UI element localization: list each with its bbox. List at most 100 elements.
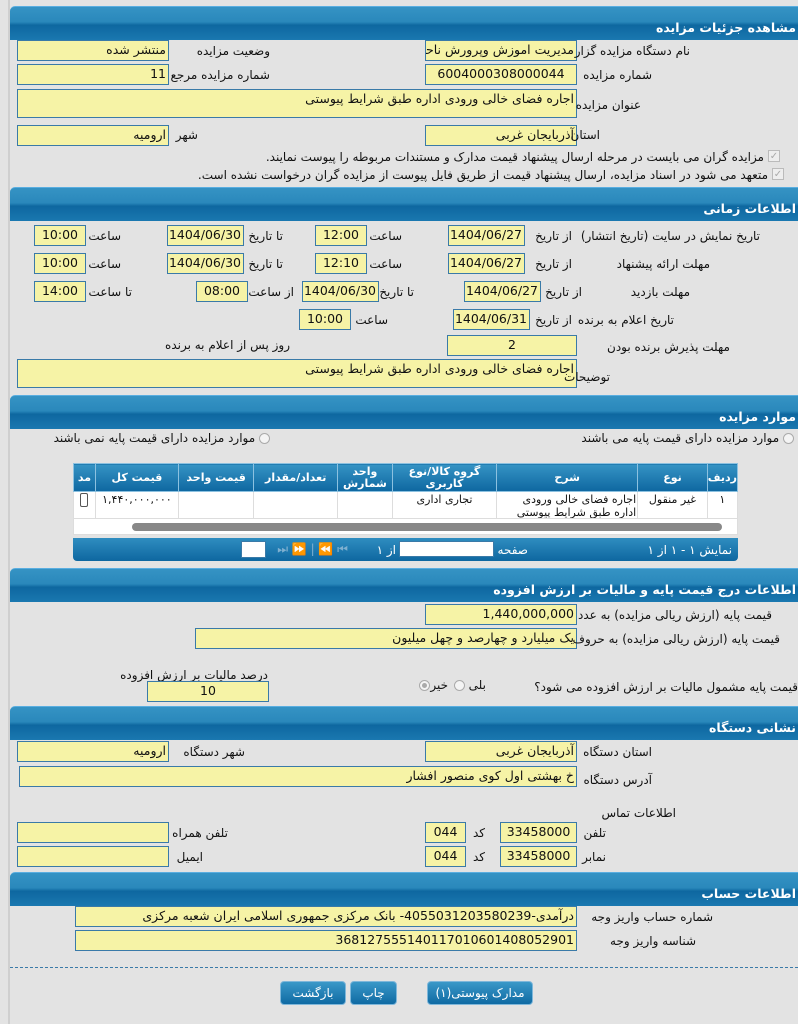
city-label: شهر <box>175 128 198 142</box>
from-hour-label: از ساعت <box>248 285 294 299</box>
offer-to-date[interactable]: 1404/06/30 <box>167 253 244 274</box>
cell-total-price: ۱,۴۴۰,۰۰۰,۰۰۰ <box>94 491 179 521</box>
col-header: گروه کالا/نوع کاربری <box>391 463 498 492</box>
offer-from-time[interactable]: 12:10 <box>315 253 367 274</box>
visit-to-time[interactable]: 14:00 <box>34 281 86 302</box>
radio-with-base-price[interactable]: موارد مزایده دارای قیمت پایه می باشند <box>581 431 794 445</box>
mobile-field[interactable] <box>17 822 169 843</box>
offer-to-time[interactable]: 10:00 <box>34 253 86 274</box>
accept-label: مهلت پذیرش برنده بودن <box>607 340 730 354</box>
vat-no-radio[interactable]: خیر <box>419 678 448 692</box>
org-label: نام دستگاه مزایده گزار <box>574 44 690 58</box>
publish-from-date[interactable]: 1404/06/27 <box>448 225 525 246</box>
visit-from-date[interactable]: 1404/06/27 <box>464 281 541 302</box>
visit-from-time[interactable]: 08:00 <box>196 281 248 302</box>
base-price-words[interactable]: یک میلیارد و چهارصد و چهل میلیون <box>195 628 577 649</box>
checkbox-commit[interactable]: ✓ <box>772 168 784 180</box>
code-label: کد <box>472 826 485 840</box>
radio-icon[interactable] <box>783 433 794 444</box>
page-input[interactable]: 1 <box>399 541 494 557</box>
payment-id-field[interactable]: 368127555140117010601408052901 <box>75 930 577 951</box>
vat-yes-radio[interactable]: بلی <box>453 678 486 692</box>
section-header-price: اطلاعات درج قیمت پایه و مالیات بر ارزش ا… <box>10 568 798 602</box>
section-header-items: موارد مزایده <box>10 395 798 429</box>
publish-to-date[interactable]: 1404/06/30 <box>167 225 244 246</box>
cell-group: تجاری اداری <box>391 491 498 521</box>
hour-label: ساعت <box>369 257 402 271</box>
phone-code-field[interactable]: 044 <box>425 822 466 843</box>
vat-percent-field[interactable]: 10 <box>147 681 269 702</box>
table-horizontal-scrollbar[interactable] <box>73 518 738 535</box>
fax-code-field[interactable]: 044 <box>425 846 466 867</box>
from-date-label: از تاریخ <box>545 285 582 299</box>
title-label: عنوان مزایده <box>575 98 641 112</box>
divider <box>10 967 798 968</box>
description-label: توضیحات <box>563 370 610 384</box>
col-header: نوع <box>637 463 708 492</box>
pager-summary: نمایش ۱ - ۱ از ۱ <box>647 543 732 557</box>
publish-from-time[interactable]: 12:00 <box>315 225 367 246</box>
table-pager: نمایش ۱ - ۱ از ۱ صفحه 1 از ۱ ⏮ ⏪ | ⏩ ⏭ 2… <box>73 538 738 561</box>
cell-description: اجاره فضای خالی ورودی اداره طبق شرایط پی… <box>496 491 639 521</box>
account-number-label: شماره حساب واریز وجه <box>591 910 713 924</box>
winner-time[interactable]: 10:00 <box>299 309 351 330</box>
org-province-label: استان دستگاه <box>583 745 652 759</box>
mobile-label: تلفن همراه <box>172 826 228 840</box>
ref-number-label: شماره مزایده مرجع <box>170 68 270 82</box>
section-header-account: اطلاعات حساب <box>10 872 798 906</box>
scrollbar-thumb[interactable] <box>132 523 722 531</box>
province-field[interactable]: آذربایجان غربی <box>425 125 577 146</box>
cell-action[interactable] <box>73 491 96 521</box>
radio-icon[interactable] <box>419 680 431 691</box>
checkbox-attach-docs[interactable]: ✓ <box>768 150 780 162</box>
title-field[interactable]: اجاره فضای خالی ورودی اداره طبق شرایط پی… <box>17 89 577 118</box>
publish-to-time[interactable]: 10:00 <box>34 225 86 246</box>
attachments-button[interactable]: مدارک پیوستی(۱) <box>427 981 533 1005</box>
org-address-field[interactable]: خ بهشتی اول کوی منصور افشار <box>19 766 577 787</box>
section-header-address: نشانی دستگاه <box>10 706 798 740</box>
page-label: صفحه <box>497 543 528 557</box>
ref-number-field[interactable]: 11 <box>17 64 169 85</box>
account-number-field[interactable]: درآمدی-4055031203580239- بانک مرکزی جمهو… <box>75 906 577 927</box>
from-date-label: از تاریخ <box>535 257 572 271</box>
description-field[interactable]: اجاره فضای خالی ورودی اداره طبق شرایط پی… <box>17 359 577 388</box>
yes-label: بلی <box>468 678 486 692</box>
back-button[interactable]: بازگشت <box>280 981 346 1005</box>
winner-date[interactable]: 1404/06/31 <box>453 309 530 330</box>
org-province-field[interactable]: آذربایجان غربی <box>425 741 577 762</box>
pager-nav-icons[interactable]: ⏮ ⏪ | ⏩ ⏭ <box>277 542 348 556</box>
org-city-label: شهر دستگاه <box>183 745 245 759</box>
base-price-number[interactable]: 1,440,000,000 <box>425 604 577 625</box>
province-label: استان <box>570 128 600 142</box>
phone-field[interactable]: 33458000 <box>500 822 577 843</box>
status-field[interactable]: منتشر شده <box>17 40 169 61</box>
radio-icon[interactable] <box>259 433 270 444</box>
no-label: خیر <box>430 678 448 692</box>
to-date-label: تا تاریخ <box>379 285 414 299</box>
fax-field[interactable]: 33458000 <box>500 846 577 867</box>
detail-button[interactable] <box>80 493 89 507</box>
cell-unit-price <box>177 491 255 521</box>
org-city-field[interactable]: ارومیه <box>17 741 169 762</box>
hour-label: ساعت <box>355 313 388 327</box>
winner-label: تاریخ اعلام به برنده <box>577 313 674 327</box>
to-hour-label: تا ساعت <box>88 285 132 299</box>
number-field[interactable]: 6004000308000044 <box>425 64 577 85</box>
radio-without-base-price[interactable]: موارد مزایده دارای قیمت پایه نمی باشند <box>54 431 270 445</box>
visit-to-date[interactable]: 1404/06/30 <box>302 281 379 302</box>
offer-from-date[interactable]: 1404/06/27 <box>448 253 525 274</box>
section-header-details: مشاهده جزئیات مزایده <box>10 6 798 40</box>
email-field[interactable] <box>17 846 169 867</box>
radio-icon[interactable] <box>453 680 465 691</box>
city-field[interactable]: ارومیه <box>17 125 169 146</box>
radio-label: موارد مزایده دارای قیمت پایه نمی باشند <box>53 431 256 445</box>
accept-days[interactable]: 2 <box>447 335 577 356</box>
org-address-label: آدرس دستگاه <box>583 773 652 787</box>
publish-label: تاریخ نمایش در سایت (تاریخ انتشار) <box>580 229 760 243</box>
print-button[interactable]: چاپ <box>350 981 397 1005</box>
col-header: تعداد/مقدار <box>253 463 338 492</box>
email-label: ایمیل <box>176 850 203 864</box>
base-price-words-label: قیمت پایه (ارزش ریالی مزایده) به حروف <box>572 632 780 646</box>
page-size-select[interactable]: 20 ▾ <box>241 541 266 558</box>
org-field[interactable]: مدیریت اموزش وپرورش ناحیه <box>425 40 577 61</box>
